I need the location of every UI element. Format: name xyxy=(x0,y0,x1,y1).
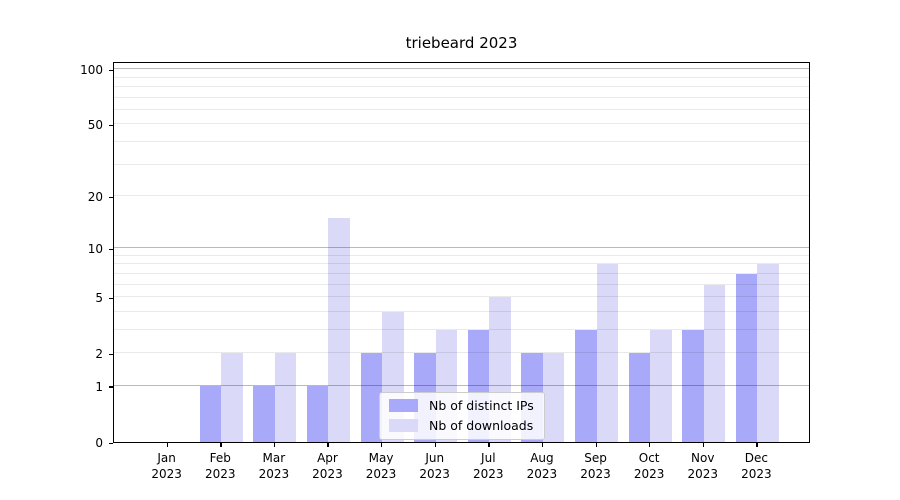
y-tick-mark-2 xyxy=(108,353,113,356)
x-tick-label-may: May 2023 xyxy=(365,451,397,481)
x-tick-mark-jan xyxy=(166,443,168,447)
x-tick-label-nov: Nov 2023 xyxy=(687,451,719,481)
x-tick-mark-sep xyxy=(595,443,597,447)
legend-label-distinct-ips: Nb of distinct IPs xyxy=(429,398,534,413)
y-tick-label-50: 50 xyxy=(87,118,103,133)
x-tick-label-sep: Sep 2023 xyxy=(580,451,611,481)
bar-downloads-nov xyxy=(703,284,726,442)
x-tick-label-mar: Mar 2023 xyxy=(258,451,290,481)
x-tick-mark-may xyxy=(381,443,383,447)
bar-downloads-oct xyxy=(650,330,672,442)
y-tick-label-2: 2 xyxy=(95,347,103,362)
x-tick-mark-feb xyxy=(220,443,222,447)
gridline-y30 xyxy=(114,163,809,165)
gridline-y8 xyxy=(114,263,809,265)
y-tick-mark-1 xyxy=(108,386,113,388)
gridline-y20 xyxy=(114,195,809,197)
bar-distinct-ips-sep xyxy=(575,330,597,442)
y-tick-label-20: 20 xyxy=(87,190,103,204)
bar-distinct-ips-dec xyxy=(735,273,758,442)
bar-downloads-dec xyxy=(757,264,779,442)
x-tick-mark-aug xyxy=(541,443,544,447)
x-tick-mark-nov xyxy=(702,443,705,447)
x-tick-mark-oct xyxy=(649,443,651,447)
y-tick-label-0: 0 xyxy=(95,436,103,450)
x-tick-mark-dec xyxy=(756,443,758,447)
x-tick-label-jun: Jun 2023 xyxy=(419,451,450,481)
x-tick-label-apr: Apr 2023 xyxy=(312,451,343,481)
x-tick-label-aug: Aug 2023 xyxy=(526,451,558,481)
y-tick-mark-10 xyxy=(108,248,113,251)
legend-swatch-downloads xyxy=(389,419,418,432)
y-tick-mark-20 xyxy=(108,196,113,198)
y-tick-label-1: 1 xyxy=(95,379,103,394)
bar-downloads-sep xyxy=(596,264,618,442)
bar-downloads-aug xyxy=(542,353,565,442)
x-tick-mark-jul xyxy=(488,443,490,447)
bar-downloads-feb xyxy=(221,353,243,442)
bar-distinct-ips-apr xyxy=(307,386,329,442)
x-tick-mark-jun xyxy=(434,443,436,447)
y-tick-mark-0 xyxy=(108,442,113,444)
legend-entry-distinct-ips: Nb of distinct IPs xyxy=(389,398,534,413)
gridline-y80 xyxy=(114,85,809,87)
bar-distinct-ips-mar xyxy=(253,386,275,442)
bar-distinct-ips-feb xyxy=(199,386,222,442)
bar-distinct-ips-nov xyxy=(682,330,704,442)
y-tick-mark-5 xyxy=(108,297,113,300)
x-tick-label-jan: Jan 2023 xyxy=(151,451,182,481)
chart-title: triebeard 2023 xyxy=(405,34,518,52)
y-tick-label-5: 5 xyxy=(95,291,103,306)
x-tick-mark-apr xyxy=(327,443,329,447)
legend-swatch-distinct-ips xyxy=(389,399,418,412)
y-tick-label-100: 100 xyxy=(80,63,103,78)
y-tick-label-10: 10 xyxy=(87,242,103,257)
bar-distinct-ips-may xyxy=(360,353,383,442)
x-tick-label-dec: Dec 2023 xyxy=(741,451,772,481)
legend: Nb of distinct IPs Nb of downloads xyxy=(379,392,545,440)
gridline-y9 xyxy=(114,254,809,256)
gridline-y70 xyxy=(114,96,809,98)
y-tick-mark-50 xyxy=(108,124,113,127)
gridline-y100 xyxy=(114,68,809,70)
gridline-y10 xyxy=(114,247,809,249)
gridline-y60 xyxy=(114,108,809,110)
plot-area xyxy=(113,62,810,443)
x-tick-mark-mar xyxy=(273,443,276,447)
y-tick-mark-100 xyxy=(108,69,113,71)
gridline-y7 xyxy=(114,272,809,274)
legend-entry-downloads: Nb of downloads xyxy=(389,418,534,433)
x-tick-label-oct: Oct 2023 xyxy=(633,451,665,481)
gridline-y40 xyxy=(114,140,809,142)
x-tick-label-feb: Feb 2023 xyxy=(204,451,236,481)
bar-downloads-mar xyxy=(274,353,297,442)
x-tick-label-jul: Jul 2023 xyxy=(473,451,504,481)
legend-label-downloads: Nb of downloads xyxy=(429,418,534,433)
gridline-y90 xyxy=(114,76,809,78)
bar-downloads-apr xyxy=(328,217,350,442)
bar-distinct-ips-oct xyxy=(628,353,651,442)
gridline-y50 xyxy=(114,123,809,125)
